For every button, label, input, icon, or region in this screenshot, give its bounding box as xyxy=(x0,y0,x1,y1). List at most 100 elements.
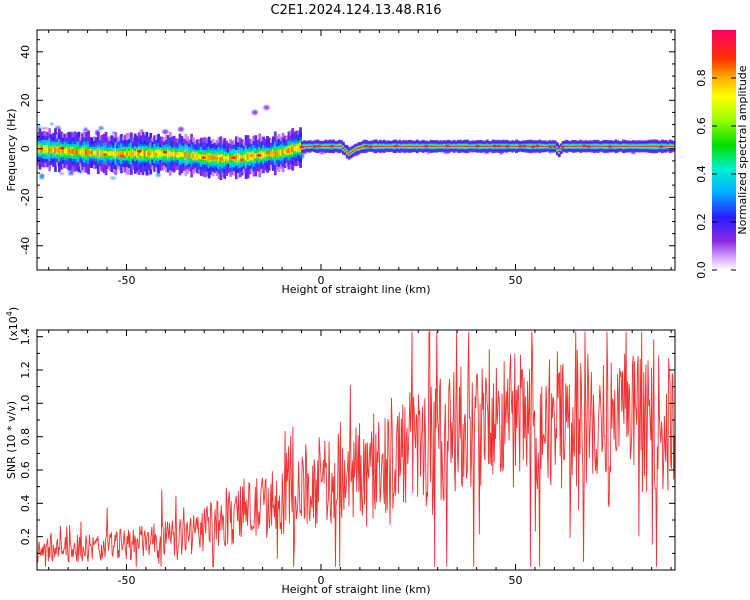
spectrogram-cell xyxy=(324,145,328,148)
spectrogram-speck xyxy=(39,173,45,179)
spectrogram-peak xyxy=(329,144,335,148)
spectrogram-cell xyxy=(303,145,306,148)
spectrogram-cell xyxy=(435,145,439,148)
snr-xlabel: Height of straight line (km) xyxy=(281,583,430,596)
spectrogram-cell xyxy=(376,145,380,148)
spectrogram-cell xyxy=(450,145,454,148)
spectrogram-cell xyxy=(417,145,421,148)
spectrogram-peak xyxy=(256,154,262,157)
spectrogram-speck xyxy=(110,176,116,180)
spectrogram-cell xyxy=(347,152,351,155)
spectrogram-cell xyxy=(384,145,388,148)
spectrogram-speck xyxy=(55,126,61,130)
spectrogram-cell xyxy=(320,145,324,148)
spectrogram-cell xyxy=(419,145,423,148)
spectrogram-cell xyxy=(65,148,69,154)
spectrogram-cell xyxy=(44,147,48,152)
spectrogram-peak xyxy=(154,149,159,153)
colorbar-tick-label: 0.0 xyxy=(695,261,708,279)
spectrogram-speck xyxy=(42,127,48,130)
spectrogram-cell xyxy=(102,150,106,156)
spectrogram-cell xyxy=(336,145,339,148)
spectrogram-cell xyxy=(415,145,419,148)
spectrogram-cell xyxy=(77,149,81,155)
spectrogram-cell xyxy=(468,145,472,148)
spectrogram-cell xyxy=(382,145,386,148)
spectrogram-peak xyxy=(102,153,108,157)
spectrogram-cell xyxy=(334,145,337,148)
spectrogram-cell xyxy=(501,145,505,148)
spectrogram-cell xyxy=(128,151,131,157)
spectrogram-cell xyxy=(639,145,643,148)
spectrogram-cell xyxy=(199,154,203,160)
spectrogram-cell xyxy=(427,145,431,148)
spectrogram-peak xyxy=(530,145,536,149)
spectrogram-band xyxy=(37,127,675,181)
spectrogram-cell xyxy=(174,152,178,157)
spectrogram-peak xyxy=(201,156,206,160)
spectrogram-cell xyxy=(275,150,279,156)
spectrogram-cell xyxy=(443,145,446,148)
spectrogram-cell xyxy=(207,154,211,161)
spectrogram-cell xyxy=(569,145,573,148)
spectrogram-peak xyxy=(582,144,587,148)
spectrogram-cell xyxy=(112,151,116,156)
spectrogram-cell xyxy=(631,145,635,148)
spectrogram-cell xyxy=(279,150,283,155)
spectrogram-peak xyxy=(68,150,74,154)
spectrogram-cell xyxy=(250,154,254,159)
spectrogram-cell xyxy=(511,145,514,148)
spectrogram-peak xyxy=(547,145,553,148)
spectrogram-cell xyxy=(664,145,668,148)
spectrogram-cell xyxy=(666,145,670,148)
spectrogram-peak xyxy=(517,144,523,148)
spectrogram-cell xyxy=(297,145,300,151)
spectrogram-cell xyxy=(310,145,314,148)
spectrogram-peak xyxy=(42,146,48,150)
spectrogram-cell xyxy=(612,145,616,148)
spectrogram-cell xyxy=(98,150,102,156)
spectrogram-blob xyxy=(263,105,270,111)
spectrogram-cell xyxy=(94,150,98,155)
spectrogram-cell xyxy=(295,146,299,151)
spectrogram-cell xyxy=(388,145,392,148)
spectrogram-cell xyxy=(264,152,267,157)
spectrogram-cell xyxy=(482,145,485,148)
spectrogram-cell xyxy=(221,155,225,161)
colorbar-tick-label: 0.2 xyxy=(695,213,708,231)
spectrogram-cell xyxy=(54,147,57,154)
spectrogram-speck xyxy=(155,173,161,177)
spectrogram-blob xyxy=(177,126,184,132)
spectrogram-cell xyxy=(355,148,359,150)
spectrogram-xtick-label: -50 xyxy=(117,274,135,287)
spectrogram-cell xyxy=(431,145,435,148)
spectrogram-cell xyxy=(235,154,238,161)
spectrogram-cell xyxy=(159,151,162,156)
spectrogram-speck xyxy=(98,126,104,130)
snr-panel: -50 0 50 0.2 0.4 0.6 0.8 1.0 1.2 1.4 Height of st… xyxy=(5,307,676,596)
spectrogram-speck xyxy=(37,125,41,130)
spectrogram-cell xyxy=(196,154,199,159)
snr-xtick-label: -50 xyxy=(117,574,135,587)
spectrogram-cell xyxy=(437,145,441,148)
spectrogram-peak xyxy=(119,154,125,158)
spectrogram-cell xyxy=(544,145,548,148)
spectrogram-cell xyxy=(509,145,513,148)
spectrogram-cell xyxy=(662,145,666,148)
spectrogram-cell xyxy=(133,150,137,157)
spectrogram-cell xyxy=(575,145,579,148)
spectrogram-cell xyxy=(400,145,404,148)
snr-ytick-label: 1.4 xyxy=(19,328,32,346)
spectrogram-cell xyxy=(557,150,561,153)
spectrogram-cell xyxy=(559,148,563,150)
spectrogram-cell xyxy=(421,145,425,148)
spectrogram-speck xyxy=(68,171,74,176)
spectrogram-cell xyxy=(238,154,242,161)
spectrogram-peak xyxy=(265,151,270,155)
spectrogram-peak xyxy=(269,153,275,157)
spectrogram-cell xyxy=(182,152,186,157)
spectrogram-cell xyxy=(277,150,281,156)
spectrogram-cell xyxy=(349,151,353,154)
colorbar-tick-label: 0.6 xyxy=(695,117,708,135)
snr-multiplier: (x104) xyxy=(5,307,20,341)
